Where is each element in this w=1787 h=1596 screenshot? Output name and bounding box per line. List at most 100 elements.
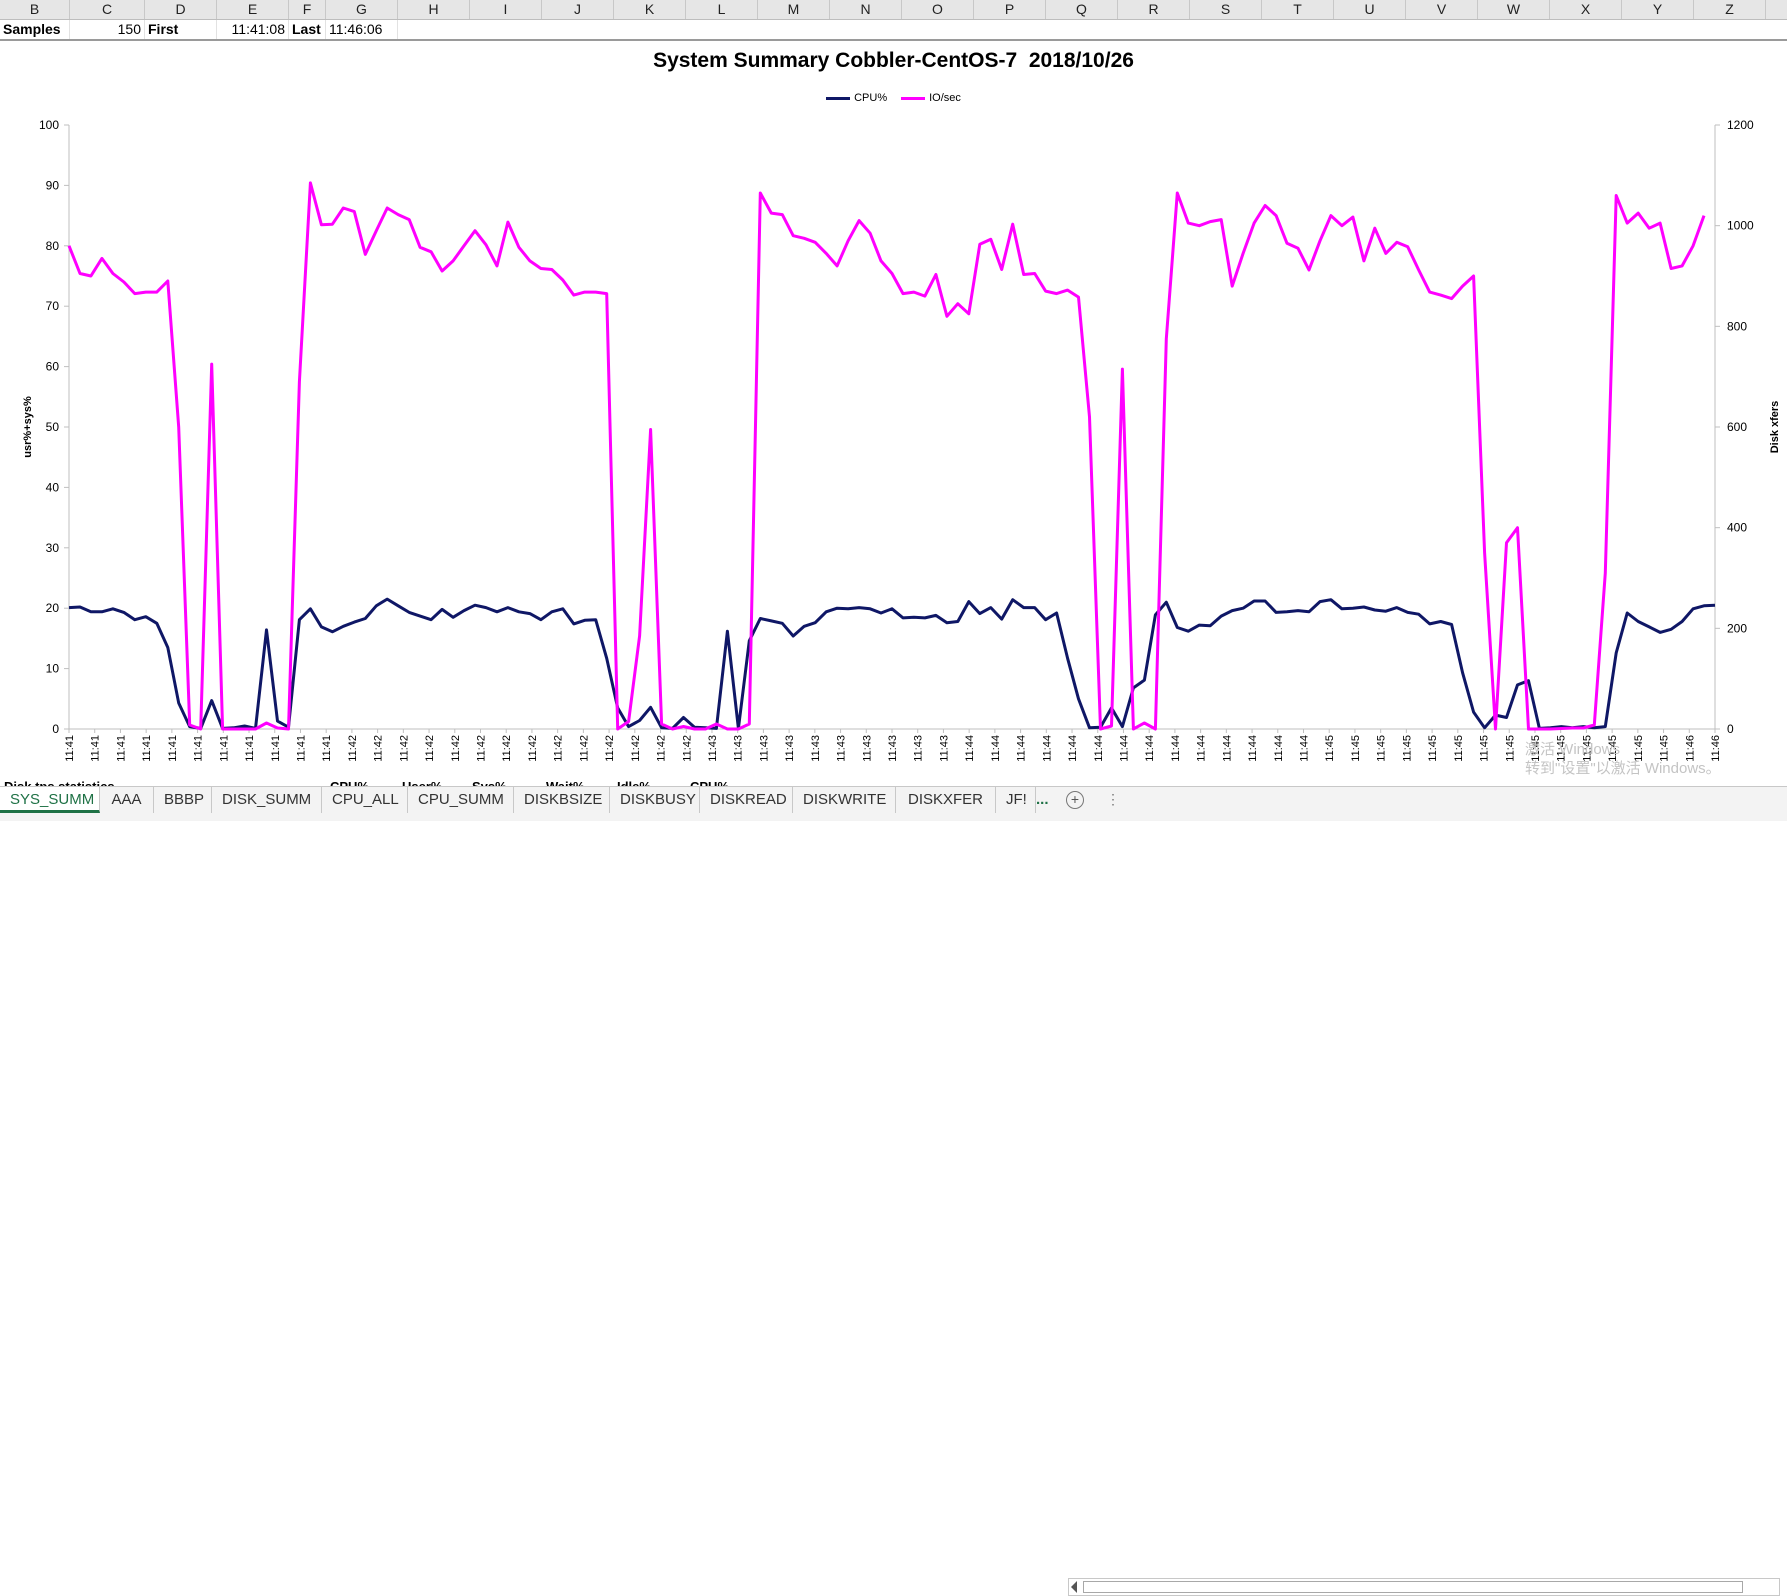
column-letter[interactable]: K [614, 0, 686, 19]
x-axis-tick-label: 11:42 [476, 735, 488, 762]
cell-first-label[interactable]: First [145, 20, 217, 39]
column-letter[interactable]: E [217, 0, 289, 19]
x-axis-tick-label: 11:43 [836, 735, 848, 762]
chart-area[interactable]: 0 10 20 30 40 50 60 70 80 90 100 0 200 400 600 800 1000 1… [0, 40, 1787, 780]
left-axis-tick-label: 50 [46, 420, 60, 434]
column-letter[interactable]: Z [1694, 0, 1766, 19]
sheet-tab[interactable]: DISKREAD [700, 787, 793, 813]
sheet-tab[interactable]: DISKBSIZE [514, 787, 610, 813]
sheet-tab[interactable]: JF! [996, 787, 1036, 813]
x-axis-tick-label: 11:45 [1504, 735, 1516, 762]
right-axis-tick-label: 600 [1727, 420, 1747, 434]
legend-swatch-cpu [826, 96, 851, 100]
partial-cell-label: CPU% [330, 780, 370, 788]
scroll-left-arrow-icon[interactable] [1071, 1581, 1077, 1593]
legend-item-io: IO/sec [901, 92, 961, 104]
left-axis-tick-label: 10 [46, 662, 60, 676]
column-letter[interactable]: G [326, 0, 398, 19]
x-axis-tick-label: 11:43 [707, 735, 719, 762]
series-line-io [67, 181, 1706, 731]
column-letter[interactable]: H [398, 0, 470, 19]
x-axis-tick-label: 11:44 [1093, 735, 1105, 762]
x-axis-tick-label: 11:42 [553, 735, 565, 762]
more-tabs-button[interactable]: ... [1036, 791, 1049, 808]
partial-cell-label: Idle% [617, 780, 651, 788]
x-axis-tick-label: 11:45 [1659, 735, 1671, 762]
tab-splitter-icon[interactable]: ⋮ [1106, 791, 1120, 807]
x-axis-tick-label: 11:41 [167, 735, 179, 762]
x-axis-tick-label: 11:41 [270, 735, 282, 762]
x-axis-tick-label: 11:43 [733, 735, 745, 762]
chart-svg: 0102030405060708090100020040060080010001… [22, 118, 1781, 762]
x-axis-tick-label: 11:43 [938, 735, 950, 762]
column-letter[interactable]: W [1478, 0, 1550, 19]
x-axis-tick-label: 11:42 [681, 735, 693, 762]
x-axis-tick-label: 11:45 [1581, 735, 1593, 762]
x-axis-tick-label: 11:45 [1376, 735, 1388, 762]
sheet-tab[interactable]: DISKXFER [896, 787, 996, 813]
scrollbar-thumb[interactable] [1083, 1581, 1743, 1593]
sheet-tab[interactable]: CPU_ALL [322, 787, 408, 813]
x-axis-tick-label: 11:44 [990, 735, 1002, 762]
column-letter[interactable]: U [1334, 0, 1406, 19]
left-axis-tick-label: 20 [46, 601, 60, 615]
column-letter[interactable]: C [70, 0, 145, 19]
cell-last-label[interactable]: Last [289, 20, 326, 39]
column-letter[interactable]: F [289, 0, 326, 19]
column-letter[interactable]: B [0, 0, 70, 19]
x-axis-tick-label: 11:42 [424, 735, 436, 762]
right-axis-tick-label: 1200 [1727, 118, 1754, 132]
sheet-tab[interactable]: DISK_SUMM [212, 787, 322, 813]
right-axis-tick-label: 0 [1727, 722, 1734, 736]
x-axis-tick-label: 11:44 [1144, 735, 1156, 762]
x-axis-tick-label: 11:41 [244, 735, 256, 762]
column-letter[interactable]: P [974, 0, 1046, 19]
sheet-tab[interactable]: DISKWRITE [793, 787, 896, 813]
column-letter[interactable]: S [1190, 0, 1262, 19]
column-letter[interactable]: L [686, 0, 758, 19]
x-axis-tick-label: 11:45 [1453, 735, 1465, 762]
partial-cell-label: CPU% [690, 780, 730, 788]
column-letter[interactable]: M [758, 0, 830, 19]
x-axis-tick-label: 11:41 [115, 735, 127, 762]
left-axis-tick-label: 80 [46, 239, 60, 253]
cell-last-value[interactable]: 11:46:06 [326, 20, 398, 39]
column-letter[interactable]: R [1118, 0, 1190, 19]
column-letter[interactable]: I [470, 0, 542, 19]
column-letter[interactable]: N [830, 0, 902, 19]
x-axis-tick-label: 11:43 [758, 735, 770, 762]
x-axis-tick-label: 11:45 [1607, 735, 1619, 762]
chart-legend: CPU% IO/sec [0, 90, 1787, 106]
column-letter[interactable]: X [1550, 0, 1622, 19]
column-letter[interactable]: V [1406, 0, 1478, 19]
column-letter[interactable]: J [542, 0, 614, 19]
chart-title: System Summary Cobbler-CentOS-7 2018/10/… [653, 49, 1134, 72]
sheet-tab[interactable]: DISKBUSY [610, 787, 700, 813]
x-axis-tick-label: 11:43 [784, 735, 796, 762]
left-axis-tick-label: 60 [46, 360, 60, 374]
horizontal-scrollbar[interactable] [1068, 1578, 1780, 1596]
column-letter[interactable]: Y [1622, 0, 1694, 19]
x-axis-tick-label: 11:41 [295, 735, 307, 762]
column-letter[interactable]: O [902, 0, 974, 19]
cell-samples-value[interactable]: 150 [70, 20, 145, 39]
sheet-tab[interactable]: CPU_SUMM [408, 787, 514, 813]
cell-samples-label[interactable]: Samples [0, 20, 70, 39]
windows-activation-watermark: 激活 Windows 转到"设置"以激活 Windows。 [1525, 740, 1721, 778]
column-letter[interactable]: D [145, 0, 217, 19]
cell-first-value[interactable]: 11:41:08 [217, 20, 289, 39]
column-letter[interactable]: T [1262, 0, 1334, 19]
plus-circle-icon[interactable]: + [1066, 791, 1084, 809]
left-axis-tick-label: 90 [46, 178, 60, 192]
sheet-tab[interactable]: AAA [100, 787, 154, 813]
left-axis-tick-label: 30 [46, 541, 60, 555]
x-axis-tick-label: 11:43 [861, 735, 873, 762]
x-axis-tick-label: 11:44 [1041, 735, 1053, 762]
x-axis-tick-label: 11:41 [141, 735, 153, 762]
left-axis-tick-label: 0 [52, 722, 59, 736]
column-letter[interactable]: Q [1046, 0, 1118, 19]
x-axis-tick-label: 11:41 [321, 735, 333, 762]
sheet-tab[interactable]: BBBP [154, 787, 212, 813]
sheet-tab[interactable]: SYS_SUMM [0, 787, 100, 813]
